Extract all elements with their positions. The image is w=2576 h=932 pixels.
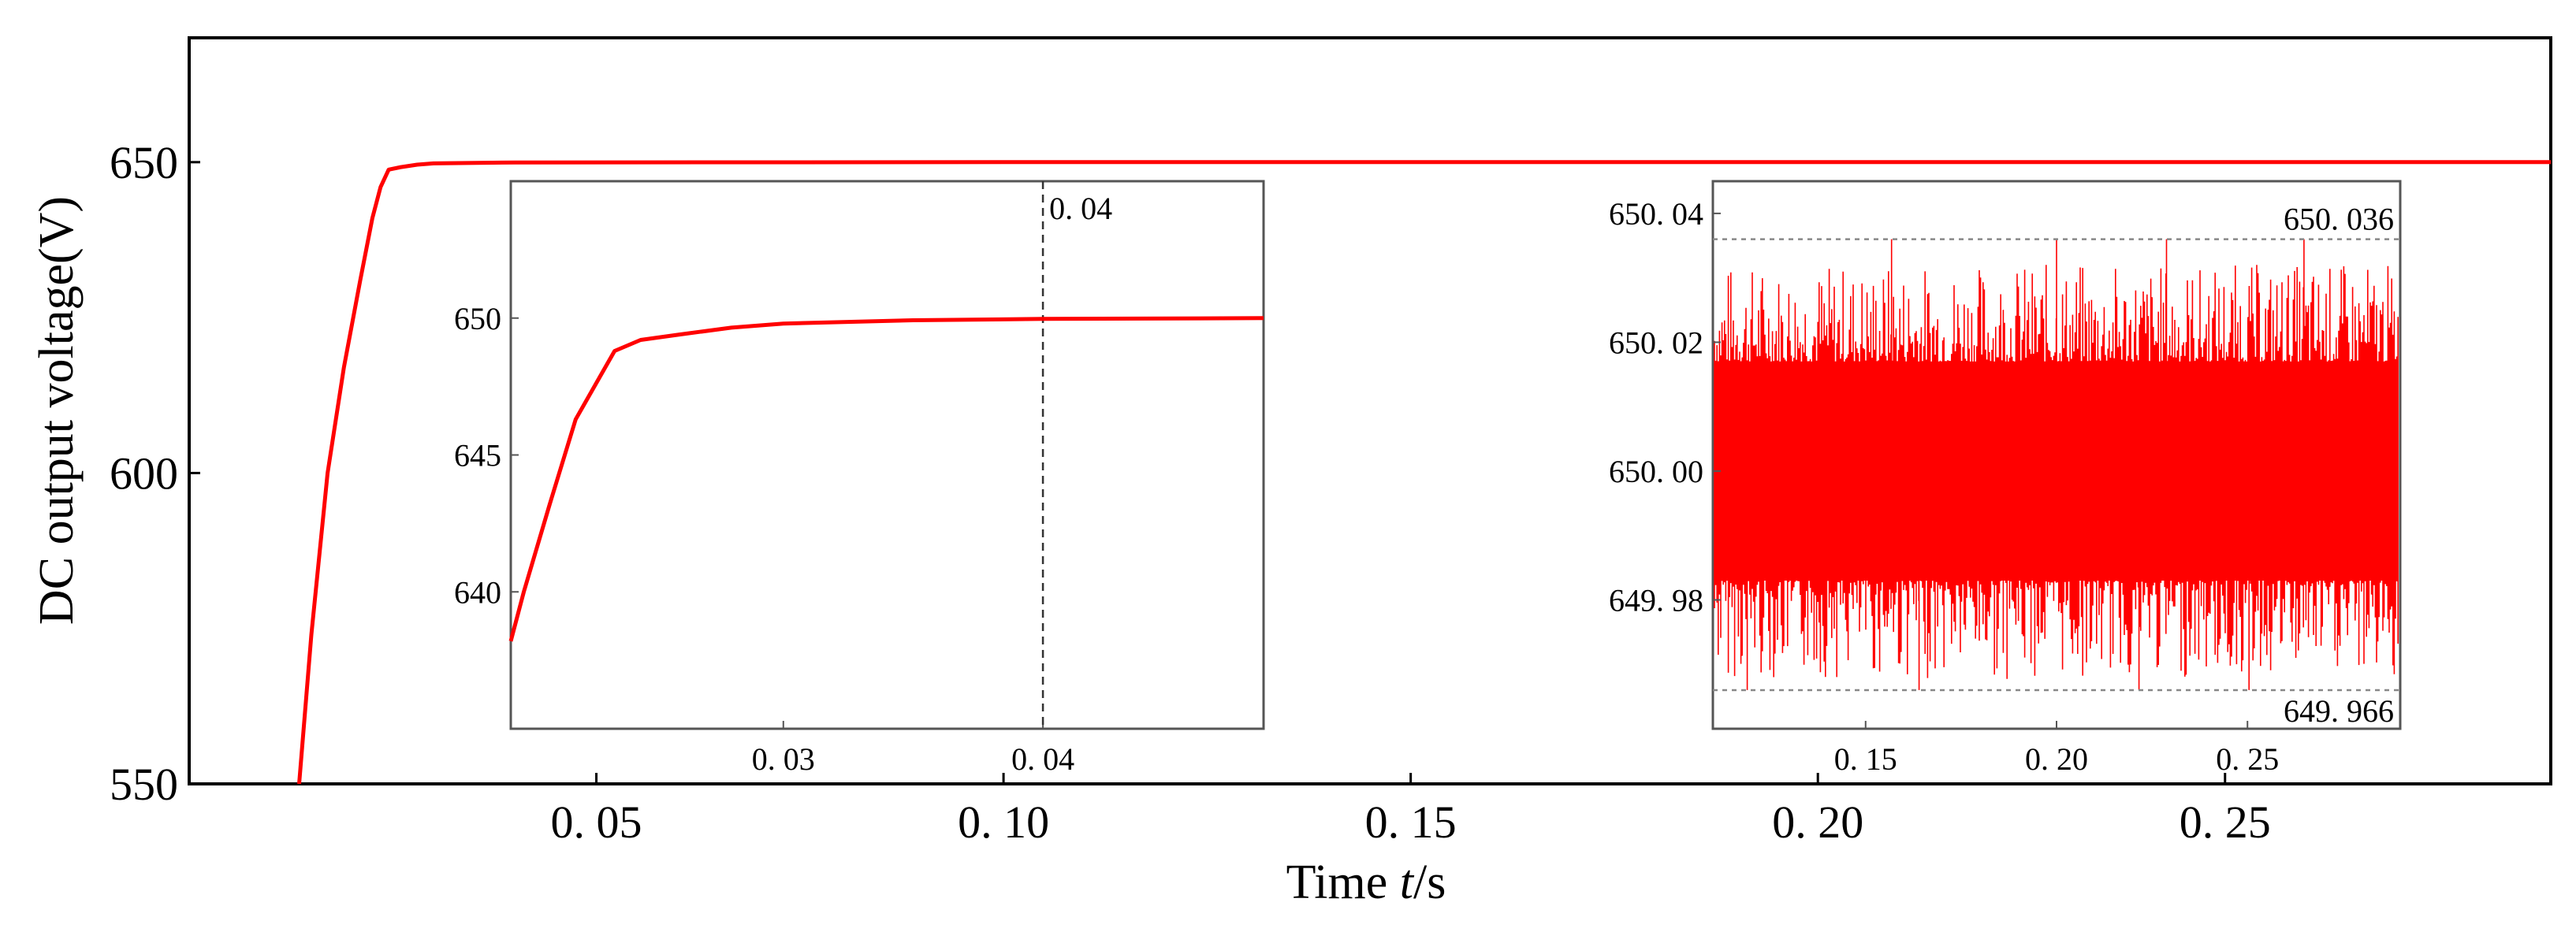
inset-ripple: 650. 036 649. 966 0. 15 0. 20 0. 25 649. 98 65…: [1609, 180, 2402, 777]
x-tick-label: 0. 10: [958, 796, 1049, 848]
y-axis-label: DC output voltage(V): [30, 196, 84, 625]
x-tick-label: 0. 25: [2180, 796, 2271, 848]
main-axis-ticks: 0. 05 0. 10 0. 15 0. 20 0. 25 550 600 650: [110, 137, 2271, 848]
inset2-ripple-spikes: [1714, 239, 2399, 690]
inset2-y-tick-label: 649. 98: [1609, 582, 1703, 618]
inset2-y-tick-label: 650. 02: [1609, 325, 1703, 360]
y-tick-label: 550: [110, 759, 178, 810]
inset1-content: 0. 03 0. 04 640 645 650 0. 04: [454, 181, 1264, 777]
inset2-content: 650. 036 649. 966 0. 15 0. 20 0. 25 649. 98 65…: [1609, 196, 2400, 777]
x-tick-label: 0. 15: [1365, 796, 1457, 848]
main-voltage-line: [297, 160, 2551, 785]
inset2-y-tick-label: 650. 04: [1609, 196, 1703, 232]
inset1-y-tick-label: 650: [454, 301, 501, 336]
inset1-frame: [509, 180, 1265, 730]
inset1-series-line: [508, 316, 1264, 642]
x-axis-label-prefix: Time: [1286, 856, 1400, 909]
inset2-x-tick-label: 0. 15: [1834, 741, 1897, 777]
main-plot-frame: [188, 36, 2552, 785]
inset2-ref-label: 649. 966: [2284, 693, 2394, 729]
x-tick-label: 0. 20: [1772, 796, 1863, 848]
inset1-x-tick-label: 0. 04: [1011, 741, 1074, 777]
inset1-x-tick-label: 0. 03: [752, 741, 815, 777]
x-tick-label: 0. 05: [551, 796, 642, 848]
x-axis-label-suffix: /s: [1413, 856, 1446, 909]
x-axis-label-italic: t: [1400, 856, 1415, 909]
inset-zoom-rise: 0. 03 0. 04 640 645 650 0. 04: [454, 180, 1265, 777]
inset1-y-tick-label: 640: [454, 574, 501, 610]
inset2-y-tick-label: 650. 00: [1609, 454, 1703, 489]
inset2-ref-label: 650. 036: [2284, 202, 2394, 237]
inset2-x-tick-label: 0. 25: [2216, 741, 2279, 777]
inset1-vline-label: 0. 04: [1049, 191, 1112, 226]
x-axis-label: Time t/s: [1286, 856, 1446, 909]
y-tick-label: 650: [110, 137, 178, 188]
y-tick-label: 600: [110, 447, 178, 499]
series-line: [297, 160, 2551, 785]
inset2-x-tick-label: 0. 20: [2025, 741, 2088, 777]
inset1-y-tick-label: 645: [454, 438, 501, 473]
